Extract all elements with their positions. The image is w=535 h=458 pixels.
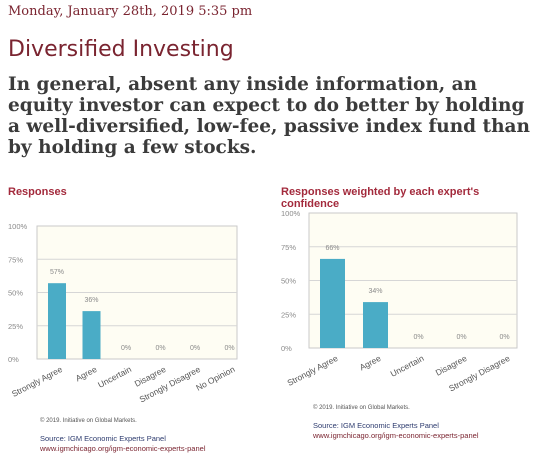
y-tick-label: 75% [281, 243, 296, 252]
y-tick-label: 100% [8, 222, 28, 231]
data-label: 0% [224, 345, 234, 352]
data-label: 36% [84, 297, 98, 304]
chart-copyright: © 2019. Initiative on Global Markets. [40, 418, 137, 424]
x-tick-label: Disagree [434, 353, 469, 378]
chart-source: Source: IGM Economic Experts Panel www.i… [313, 421, 478, 440]
bar [82, 311, 101, 359]
y-tick-label: 25% [281, 310, 296, 319]
y-tick-label: 100% [281, 209, 301, 218]
y-tick-label: 50% [281, 277, 296, 286]
chart-title-weighted: Responses weighted by each expert's conf… [281, 186, 480, 210]
x-tick-label: Strongly Disagree [138, 364, 203, 405]
source-url[interactable]: www.igmchicago.org/igm-economic-experts-… [40, 443, 206, 453]
post-timestamp: Monday, January 28th, 2019 5:35 pm [8, 4, 253, 19]
bar [363, 302, 388, 348]
x-tick-label: Uncertain [389, 353, 426, 379]
x-tick-label: Uncertain [96, 364, 133, 390]
source-url[interactable]: www.igmchicago.org/igm-economic-experts-… [313, 430, 479, 440]
data-label: 57% [50, 269, 64, 276]
x-tick-label: Agree [358, 353, 383, 373]
bar [48, 283, 66, 359]
data-label: 0% [155, 345, 165, 352]
page-title: Diversified Investing [8, 37, 234, 62]
data-label: 0% [499, 334, 509, 341]
x-tick-label: Agree [74, 364, 99, 384]
bar [320, 258, 345, 348]
chart-title-responses: Responses [8, 186, 67, 198]
x-tick-label: No Opinion [194, 364, 236, 393]
data-label: 34% [368, 288, 382, 295]
source-label: Source: IGM Economic Experts Panel [40, 434, 166, 443]
x-tick-label: Strongly Agree [10, 364, 64, 399]
data-label: 0% [413, 334, 423, 341]
data-label: 0% [121, 345, 131, 352]
x-tick-label: Strongly Agree [286, 353, 340, 388]
chart-source: Source: IGM Economic Experts Panel www.i… [40, 434, 205, 453]
y-tick-label: 50% [8, 289, 23, 298]
y-tick-label: 0% [281, 344, 292, 353]
data-label: 0% [190, 345, 200, 352]
data-label: 66% [325, 245, 339, 252]
question-text: In general, absent any inside informatio… [8, 74, 530, 158]
source-label: Source: IGM Economic Experts Panel [313, 421, 439, 430]
data-label: 0% [456, 334, 466, 341]
y-tick-label: 75% [8, 255, 23, 264]
y-tick-label: 25% [8, 322, 23, 331]
y-tick-label: 0% [8, 355, 19, 364]
chart-copyright: © 2019. Initiative on Global Markets. [313, 405, 410, 411]
